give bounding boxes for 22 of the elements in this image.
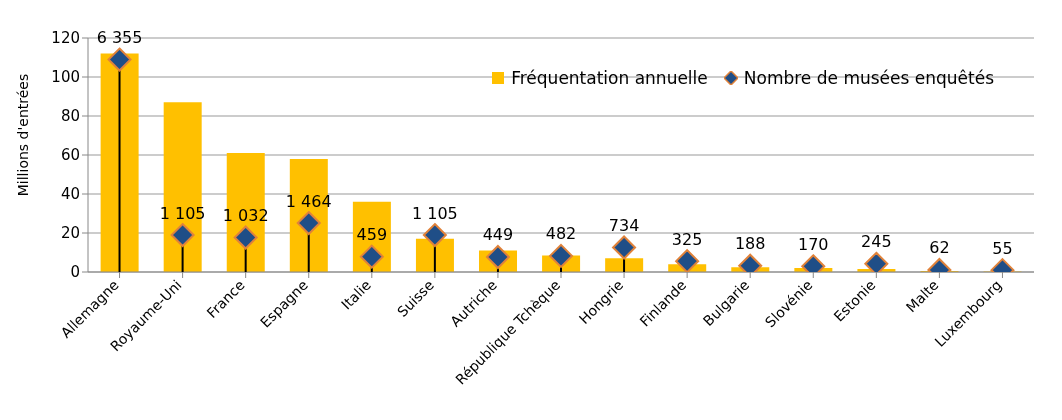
y-tick-label: 120 <box>51 29 80 48</box>
data-label: 6 355 <box>96 28 143 48</box>
data-label: 188 <box>734 234 766 254</box>
y-tick-label: 20 <box>60 224 80 243</box>
legend-label: Nombre de musées enquêtés <box>742 68 994 88</box>
y-axis-title: Millions d'entrées <box>14 73 31 197</box>
data-label: 170 <box>797 234 829 254</box>
y-tick-label: 40 <box>60 185 80 204</box>
data-label: 325 <box>671 229 703 249</box>
y-tick-label: 60 <box>60 146 80 165</box>
data-label: 449 <box>482 225 514 245</box>
data-label: 62 <box>929 238 950 258</box>
data-label: 245 <box>861 232 892 252</box>
data-label: 482 <box>545 224 577 244</box>
data-label: 459 <box>356 225 388 245</box>
y-tick-label: 80 <box>60 107 80 126</box>
y-tick-label: 100 <box>51 68 80 87</box>
data-label: 55 <box>992 238 1013 258</box>
legend-label: Fréquentation annuelle <box>510 68 708 88</box>
data-label: 734 <box>608 215 640 235</box>
y-tick-label: 0 <box>70 263 80 282</box>
data-label: 1 105 <box>411 203 458 223</box>
